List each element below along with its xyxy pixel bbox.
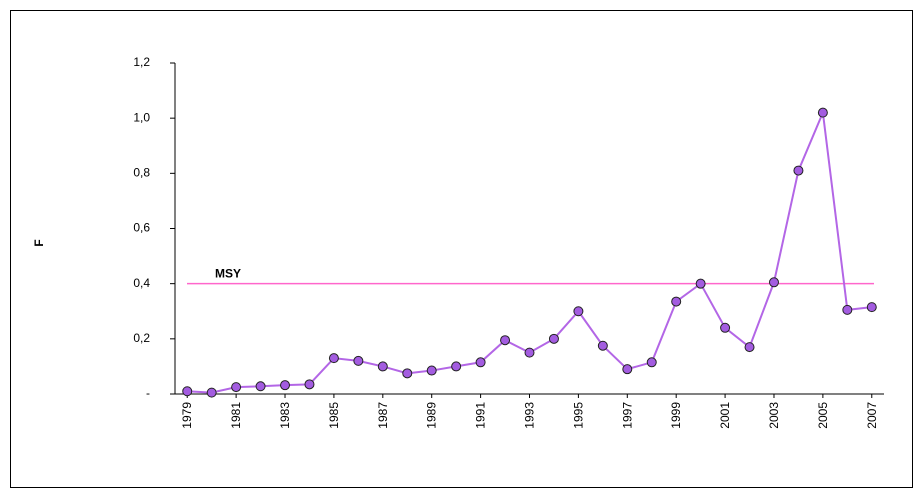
point — [793, 165, 804, 176]
point — [328, 353, 339, 364]
y-tick-label: 0,2 — [133, 331, 150, 345]
point — [720, 322, 731, 333]
y-tick-label: - — [146, 386, 150, 400]
point — [377, 361, 388, 372]
x-tick-label: 1987 — [376, 402, 390, 429]
point — [646, 357, 657, 368]
y-tick-label: 1,0 — [133, 110, 150, 124]
point — [597, 340, 608, 351]
x-tick-label: 1979 — [180, 402, 194, 429]
y-tick-label: 0,4 — [133, 276, 150, 290]
y-tick-label: 0,6 — [133, 221, 150, 235]
x-tick-label: 1981 — [229, 402, 243, 429]
point — [353, 355, 364, 366]
x-tick-label: 1999 — [669, 402, 683, 429]
y-axis-label: F — [32, 239, 46, 246]
x-tick-label: 1989 — [425, 402, 439, 429]
x-tick-label: 1993 — [523, 402, 537, 429]
x-tick-label: 2007 — [865, 402, 879, 429]
point — [182, 386, 193, 397]
point — [255, 381, 266, 392]
point — [768, 277, 779, 288]
point — [402, 368, 413, 379]
x-tick-label: 1997 — [620, 402, 634, 429]
point — [744, 342, 755, 353]
point — [695, 278, 706, 289]
x-tick-label: 2005 — [816, 402, 830, 429]
y-tick-label: 1,2 — [133, 55, 150, 69]
reference-label: MSY — [215, 267, 241, 281]
x-tick-label: 1991 — [474, 402, 488, 429]
point — [280, 380, 291, 391]
point — [500, 335, 511, 346]
point — [451, 361, 462, 372]
point — [304, 379, 315, 390]
x-tick-label: 1983 — [278, 402, 292, 429]
point — [524, 347, 535, 358]
point — [231, 382, 242, 393]
point — [475, 357, 486, 368]
point — [622, 364, 633, 375]
point — [842, 304, 853, 315]
point — [426, 365, 437, 376]
point — [671, 296, 682, 307]
point — [817, 107, 828, 118]
x-tick-label: 2001 — [718, 402, 732, 429]
y-tick-label: 0,8 — [133, 166, 150, 180]
x-tick-label: 1985 — [327, 402, 341, 429]
chart-border — [10, 10, 913, 488]
point — [548, 333, 559, 344]
point — [573, 306, 584, 317]
point — [866, 302, 877, 313]
x-tick-label: 1995 — [571, 402, 585, 429]
x-tick-label: 2003 — [767, 402, 781, 429]
point — [206, 387, 217, 398]
